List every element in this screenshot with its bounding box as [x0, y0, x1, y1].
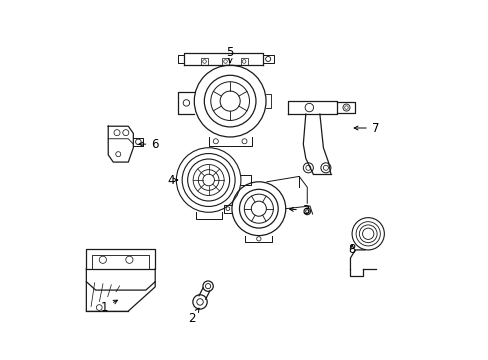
Text: 4: 4 — [167, 174, 177, 186]
Text: 3: 3 — [289, 204, 308, 217]
Text: 1: 1 — [101, 300, 117, 314]
Text: 5: 5 — [226, 46, 233, 63]
Text: 6: 6 — [139, 138, 159, 150]
Text: 8: 8 — [347, 243, 355, 256]
Text: 7: 7 — [353, 122, 379, 135]
Bar — [201, 58, 208, 65]
Bar — [240, 58, 247, 65]
Text: 2: 2 — [188, 308, 199, 325]
Bar — [222, 58, 228, 65]
